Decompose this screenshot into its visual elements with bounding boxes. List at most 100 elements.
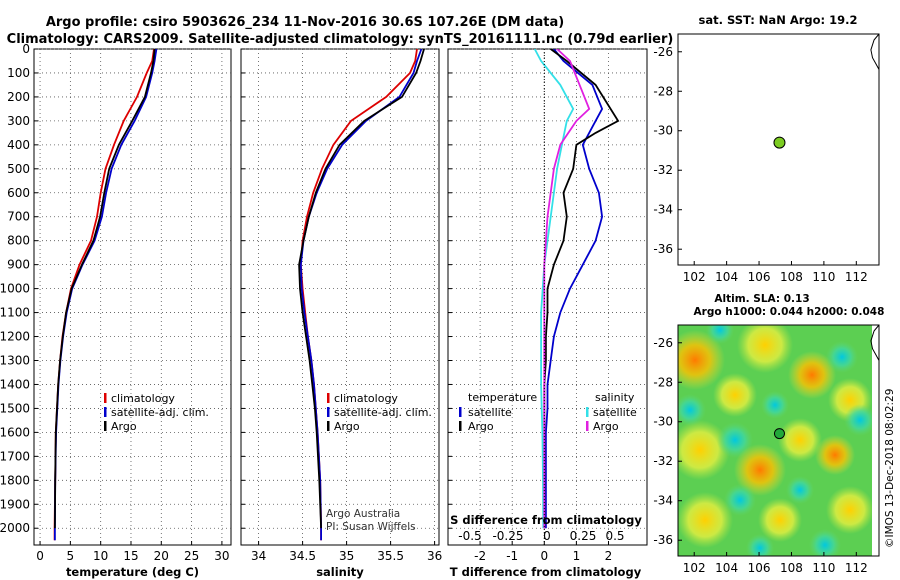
y-tick-label: 500 [7,162,30,176]
legend-label: climatology [111,392,175,405]
sla-anomaly-blob [826,486,874,534]
top-tick-label: -0.25 [492,529,523,543]
x-tick-label: -2 [474,549,486,563]
sla-anomaly-blob [844,404,876,436]
y-tick-label: 400 [7,138,30,152]
legend-title: temperature [468,391,537,404]
figure-title-line1: Argo profile: csiro 5903626_234 11-Nov-2… [46,15,564,30]
series-line [54,49,156,529]
sla-map-panel: 102 104 106 108 110 112 -26 -28 -30 -32 -34 -36 Alti… [653,293,896,575]
sla-anomaly-blob [758,498,802,542]
map-frame [677,33,880,266]
legend-swatch [104,407,107,417]
lon-tick-label: 106 [748,561,771,575]
sla-anomaly-blob [678,420,730,480]
lon-tick-label: 104 [715,270,738,284]
top-tick-label: 0 [543,529,551,543]
x-tick-label: 5 [67,549,75,563]
legend-swatch [327,393,330,403]
series-line [545,49,604,529]
lat-tick-label: -32 [653,454,673,468]
x-tick-label: 15 [123,549,138,563]
lat-tick-label: -34 [653,203,673,217]
lat-tick-label: -34 [653,494,673,508]
y-tick-label: 600 [7,186,30,200]
sla-anomaly-blob [778,418,822,462]
y-tick-label: 2000 [0,521,30,535]
sla-anomaly-blob [734,444,786,496]
legend-label: Argo [334,420,360,433]
land-area [872,325,879,556]
y-tick-label: 1600 [0,425,30,439]
legend-swatch [327,421,330,431]
legend-swatch [459,421,462,431]
lat-tick-label: -28 [653,84,673,98]
sla-anomaly-blob [761,391,789,419]
argo-float-marker [773,428,785,440]
x-tick-label: 25 [184,549,199,563]
sla-anomaly-blob [678,492,733,548]
sla-anomaly-blob [724,484,756,516]
y-tick-label: 300 [7,114,30,128]
lon-tick-label: 102 [683,561,706,575]
y-tick-label: 1000 [0,282,30,296]
credit-text: PI: Susan Wijffels [326,521,416,533]
x-tick-label: 35.5 [377,549,404,563]
legend-label: climatology [334,392,398,405]
series-group [53,49,158,541]
x-tick-label: 35 [339,549,354,563]
lon-tick-label: 102 [683,270,706,284]
y-tick-label: 200 [7,90,30,104]
sla-anomaly-blob [713,373,757,417]
argo-float-marker [773,136,786,149]
x-axis-label: T difference from climatology [450,565,642,579]
sla-anomaly-blob [717,422,753,458]
lon-tick-label: 112 [845,270,868,284]
figure-title-line2: Climatology: CARS2009. Satellite-adjuste… [7,32,674,47]
y-tick-label: 700 [7,210,30,224]
sla-anomaly-blob [678,330,725,390]
y-tick-label: 1300 [0,353,30,367]
lat-tick-label: -30 [653,124,673,138]
lon-tick-label: 110 [812,561,835,575]
x-tick-label: 0 [540,549,548,563]
x-tick-label: 30 [214,549,229,563]
top-tick-label: 0.25 [570,529,597,543]
x-tick-label: 20 [154,549,169,563]
x-tick-label: 34 [251,549,266,563]
x-tick-label: 10 [93,549,108,563]
lon-tick-label: 110 [812,270,835,284]
sst-map-panel: 102 104 106 108 110 112 -26 -28 -30 -32 -34 -36 sat.… [653,13,880,284]
lon-tick-label: 112 [845,561,868,575]
lat-tick-label: -26 [653,336,673,350]
sla-anomaly-blob [678,394,706,426]
lat-tick-label: -36 [653,242,673,256]
y-tick-label: 1800 [0,473,30,487]
sla-map-title-2: Argo h1000: 0.044 h2000: 0.048 [694,306,885,318]
y-tick-label: 100 [7,66,30,80]
legend-label: satellite [468,406,512,419]
x-tick-label: 34.5 [289,549,316,563]
legend-label: Argo [111,420,137,433]
lat-tick-label: -28 [653,375,673,389]
legend-label: satellite-adj. clim. [111,406,209,419]
y-tick-label: 1700 [0,449,30,463]
y-tick-label: 1100 [0,306,30,320]
legend-swatch [104,421,107,431]
lon-tick-label: 106 [748,270,771,284]
temperature-panel: 0100200300400500600700800900100011001200… [0,42,232,579]
y-tick-label: 1200 [0,330,30,344]
credit-text: Argo Australia [326,508,400,520]
series-group [298,49,425,541]
legend-swatch [459,407,462,417]
x-tick-label: -1 [506,549,518,563]
sla-anomaly-blob [786,476,814,504]
sla-anomaly-blob [746,534,774,556]
coastline [870,33,880,70]
y-tick-label: 1900 [0,497,30,511]
legend-label: Argo [593,420,619,433]
sla-anomaly-blob [737,325,793,373]
y-tick-label: 1500 [0,401,30,415]
y-tick-label: 0 [22,42,30,56]
coastline [870,324,880,361]
